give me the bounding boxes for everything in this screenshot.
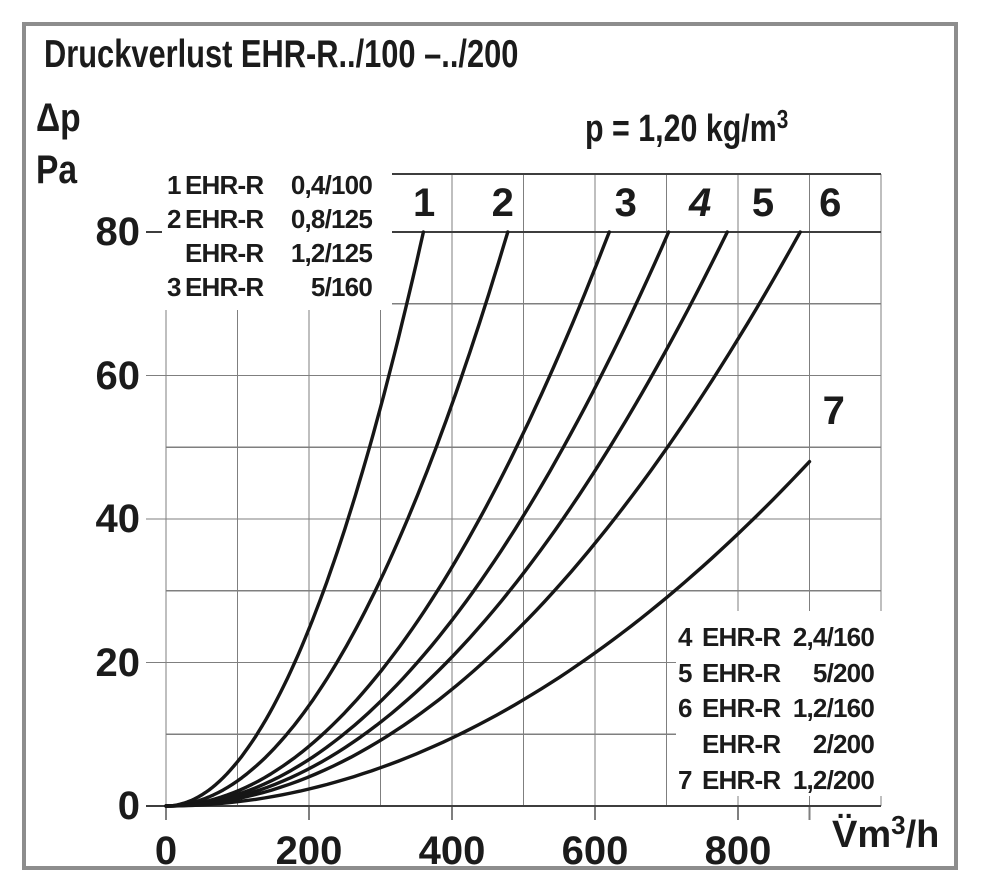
y-tick-label-40: 40 bbox=[95, 497, 141, 541]
x-tick-label-200: 200 bbox=[275, 829, 343, 873]
legend-row-model: EHR-R bbox=[185, 271, 264, 302]
legend-row-size: 5/200 bbox=[812, 657, 875, 688]
air-density-label: p = 1,20 kg/m3 bbox=[585, 104, 839, 153]
legend-row-number: 5 bbox=[678, 657, 692, 688]
pressure-curve-3 bbox=[164, 230, 611, 808]
legend-row: 2 EHR-R 0,8/125 bbox=[167, 202, 373, 236]
legend-row: 3 EHR-R 5/160 bbox=[167, 270, 373, 304]
legend-row: 1 EHR-R 0,4/100 bbox=[167, 168, 373, 202]
delta-p-label: Δp bbox=[36, 96, 81, 140]
legend-row: EHR-R 1,2/125 bbox=[167, 236, 373, 270]
legend-row-model: EHR-R bbox=[702, 622, 781, 653]
legend-right: 4 EHR-R 2,4/160 5 EHR-R 5/200 6 EHR-R 1,2/160 EHR… bbox=[676, 611, 886, 796]
page-title: Druckverlust EHR-R../100 –../200 bbox=[44, 34, 644, 76]
legend-row-number: 2 bbox=[167, 203, 181, 234]
y-tick-label-80: 80 bbox=[95, 210, 141, 254]
x-tick-label-0: 0 bbox=[154, 829, 178, 873]
page-title-text: Druckverlust EHR-R../100 –../200 bbox=[44, 33, 519, 76]
legend-row-size: 0,4/100 bbox=[290, 169, 373, 200]
x-tick-label-800: 800 bbox=[704, 829, 772, 873]
legend-row-model: EHR-R bbox=[702, 729, 781, 760]
x-unit-superscript: 3 bbox=[891, 810, 906, 840]
legend-row: 4 EHR-R 2,4/160 bbox=[678, 620, 875, 656]
legend-row-number: 6 bbox=[678, 693, 692, 724]
legend-row-model: EHR-R bbox=[185, 169, 264, 200]
legend-row-number: 1 bbox=[167, 169, 181, 200]
curve-number-label-7: 7 bbox=[822, 389, 845, 434]
legend-row-size: 1,2/200 bbox=[792, 764, 875, 795]
legend-row-model: EHR-R bbox=[185, 203, 264, 234]
legend-row-number: 7 bbox=[678, 764, 692, 795]
pressure-curve-4 bbox=[164, 230, 671, 808]
legend-row-model: EHR-R bbox=[702, 693, 781, 724]
pressure-curves bbox=[164, 230, 812, 808]
legend-row-number: 4 bbox=[678, 622, 692, 653]
pa-label: Pa bbox=[36, 148, 78, 192]
x-tick-label-600: 600 bbox=[561, 829, 629, 873]
legend-row-size: 0,8/125 bbox=[290, 203, 373, 234]
y-axis-quantity-label: Δp bbox=[36, 96, 89, 140]
density-superscript: 3 bbox=[776, 104, 789, 134]
legend-row-size: 2/200 bbox=[812, 729, 875, 760]
curve-number-label-5: 5 bbox=[751, 181, 775, 225]
x-axis-unit-label: V̈m3/h bbox=[832, 810, 940, 856]
legend-row-number: 3 bbox=[167, 271, 181, 302]
legend-row: EHR-R 2/200 bbox=[678, 727, 875, 763]
pressure-curve-1 bbox=[164, 230, 426, 808]
pressure-curve-6 bbox=[164, 230, 802, 808]
curve-number-label-3: 3 bbox=[614, 181, 637, 225]
legend-row: 5 EHR-R 5/200 bbox=[678, 656, 875, 692]
legend-row-size: 5/160 bbox=[310, 271, 373, 302]
pressure-curve-7 bbox=[164, 459, 812, 808]
legend-left: 1 EHR-R 0,4/100 2 EHR-R 0,8/125 EHR-R 1,2/125 3 E… bbox=[162, 159, 392, 310]
y-tick-label-60: 60 bbox=[95, 353, 141, 398]
legend-row-model: EHR-R bbox=[702, 764, 781, 795]
legend-row: 7 EHR-R 1,2/200 bbox=[678, 762, 875, 798]
legend-row-size: 2,4/160 bbox=[792, 622, 875, 653]
chart-frame bbox=[22, 22, 958, 870]
pressure-curve-2 bbox=[164, 230, 510, 808]
curve-number-label-1: 1 bbox=[412, 181, 436, 225]
x-tick-label-400: 400 bbox=[418, 829, 486, 873]
curve-number-label-4: 4 bbox=[688, 181, 712, 225]
y-tick-label-0: 0 bbox=[117, 784, 140, 828]
curve-number-label-2: 2 bbox=[491, 181, 514, 225]
air-density-text: p = 1,20 kg/m3 bbox=[585, 104, 789, 150]
pressure-curve-5 bbox=[164, 230, 729, 808]
y-axis-unit-label: Pa bbox=[36, 148, 85, 192]
legend-row-size: 1,2/125 bbox=[290, 237, 373, 268]
legend-row-model: EHR-R bbox=[185, 237, 264, 268]
y-tick-label-20: 20 bbox=[95, 640, 141, 685]
legend-row: 6 EHR-R 1,2/160 bbox=[678, 691, 875, 727]
legend-row-size: 1,2/160 bbox=[792, 693, 875, 724]
legend-row-model: EHR-R bbox=[702, 657, 781, 688]
curve-number-label-6: 6 bbox=[819, 181, 842, 225]
